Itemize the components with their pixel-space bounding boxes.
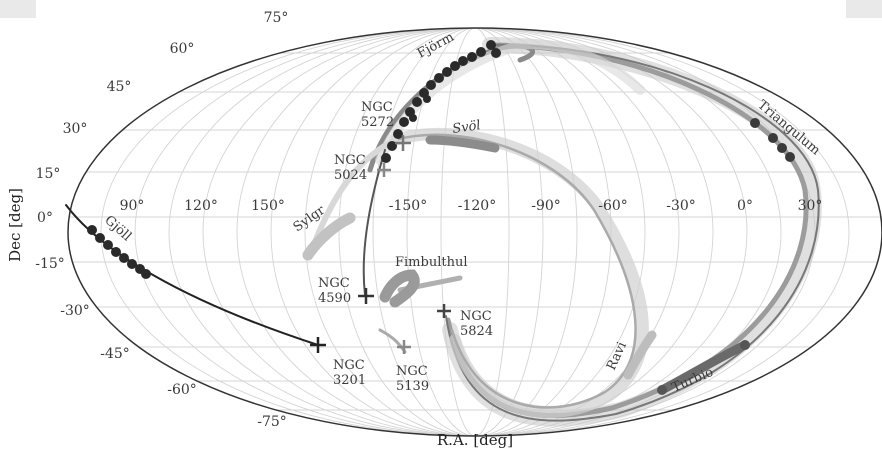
dec-tick: -75° [257,414,287,430]
ra-tick: -90° [531,198,561,214]
gjoll-stars [87,225,151,279]
ra-tick: -60° [598,198,628,214]
dec-tick: -45° [100,346,130,362]
ngc5024-marker [377,163,391,177]
cluster-labels: NGC 5272 NGC 5024 NGC 4590 NGC 3201 NGC 5139 … [318,100,493,394]
orbit-fans [65,37,822,427]
stream-label-fjorm: Fjörm [415,30,457,62]
cluster-markers [310,135,451,354]
ra-tick: -30° [666,198,696,214]
ra-tick-labels: 90° 120° 150° -150° -120° -90° -60° -30°… [120,198,823,214]
dec-tick: -15° [35,256,65,272]
stream-label-svol: Svöl [451,118,481,137]
ngc5824-marker [437,304,451,318]
ngc5272-marker [395,135,411,151]
dec-tick: -60° [167,382,197,398]
fjorm-stars [381,40,501,163]
ra-tick: -150° [389,198,427,214]
ra-tick: 30° [798,198,823,214]
triangulum-stars [750,118,795,162]
dec-tick: 15° [36,166,61,182]
cluster-label-ngc5024: NGC 5024 [334,153,367,183]
cluster-label-ngc3201: NGC 3201 [333,358,366,388]
cluster-label-ngc5272: NGC 5272 [361,100,394,130]
ngc4590-marker [358,288,374,304]
cluster-label-ngc4590: NGC 4590 [318,276,351,306]
ra-tick: 90° [120,198,145,214]
dec-tick: 60° [170,41,195,57]
stream-label-fimbulthul: Fimbulthul [395,255,467,270]
dec-tick: 30° [63,121,88,137]
top-right-corner-mark [846,0,882,18]
ra-tick: 150° [251,198,285,214]
ra-tick: 0° [737,198,753,214]
cluster-label-ngc5139: NGC 5139 [396,364,429,394]
cluster-label-ngc5824: NGC 5824 [460,309,493,339]
y-axis-label: Dec [deg] [6,188,24,262]
ngc5139-marker [397,340,411,354]
dec-tick-labels: 75° 60° 45° 30° 15° 0° -15° -30° -45° -6… [35,10,288,430]
turbio-stars [657,340,750,395]
ngc3201-marker [310,337,326,353]
top-left-corner-mark [0,0,36,18]
dec-tick: 45° [107,79,132,95]
dec-tick: 75° [264,10,289,26]
ra-tick: -120° [458,198,496,214]
dec-tick: -30° [60,303,90,319]
x-axis-label: R.A. [deg] [437,431,513,449]
stream-label-gjoll: Gjöll [101,213,134,245]
ra-tick: 120° [184,198,218,214]
dec-tick: 0° [37,210,53,226]
sky-boundary [67,27,882,437]
